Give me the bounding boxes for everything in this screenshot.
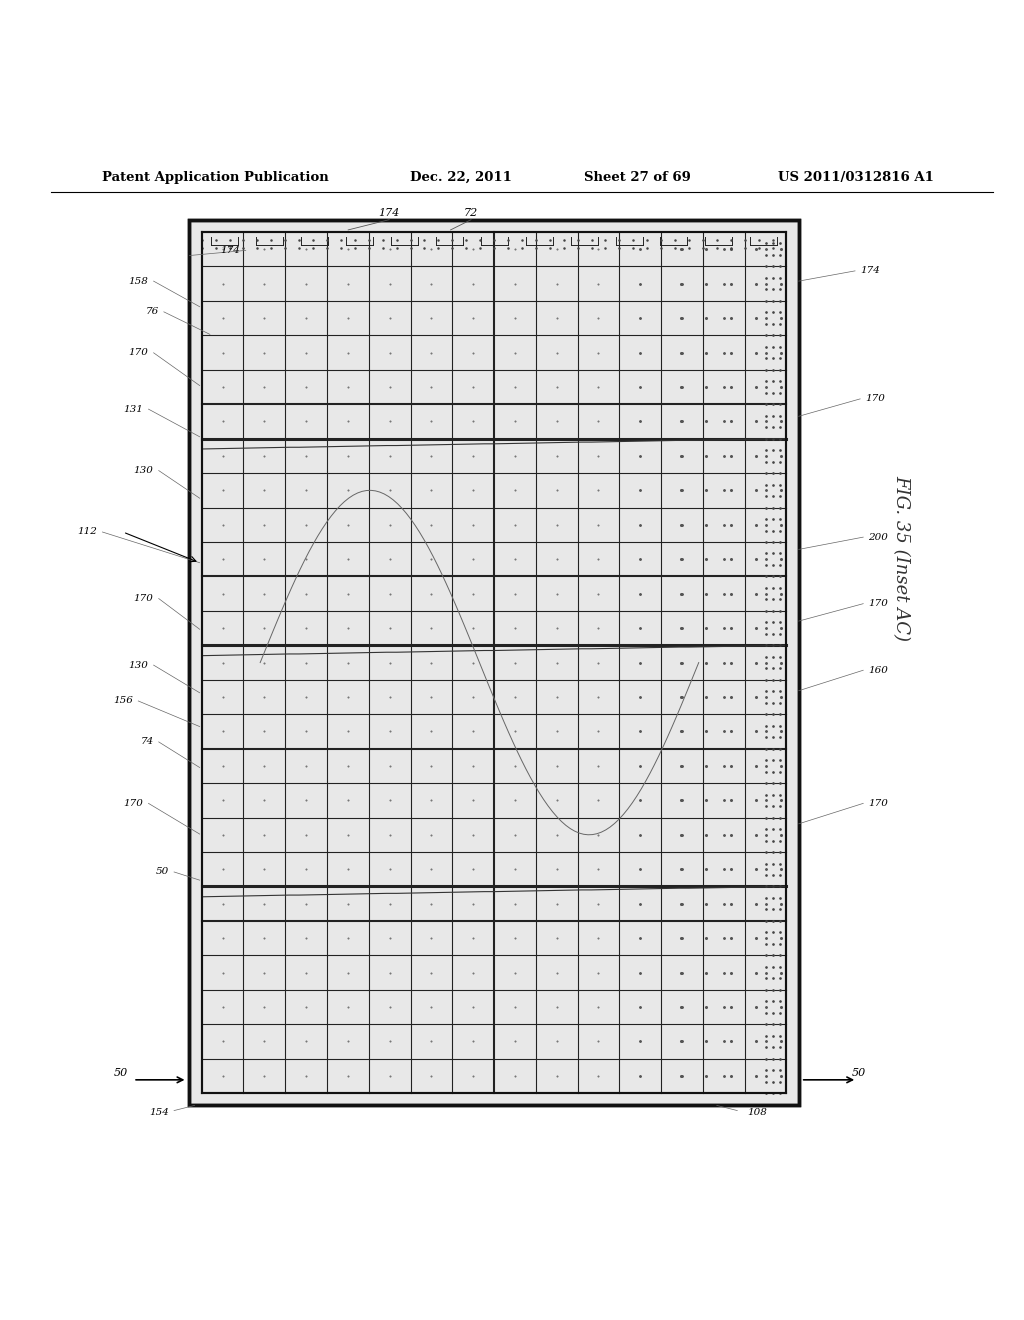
Text: 108: 108 <box>748 1107 767 1117</box>
Text: Dec. 22, 2011: Dec. 22, 2011 <box>410 170 511 183</box>
Text: 174: 174 <box>221 246 241 255</box>
Text: Sheet 27 of 69: Sheet 27 of 69 <box>584 170 690 183</box>
Text: 200: 200 <box>868 532 888 541</box>
Text: 112: 112 <box>78 528 97 536</box>
Text: Patent Application Publication: Patent Application Publication <box>102 170 329 183</box>
Text: 72: 72 <box>464 207 478 218</box>
Text: 50: 50 <box>156 867 169 876</box>
Text: 170: 170 <box>134 594 154 603</box>
Text: 170: 170 <box>129 348 148 358</box>
Bar <box>189 219 799 1105</box>
Text: 170: 170 <box>868 599 888 609</box>
Text: 74: 74 <box>140 738 154 746</box>
Text: 76: 76 <box>145 308 159 317</box>
Text: 156: 156 <box>114 697 133 705</box>
Text: 130: 130 <box>129 660 148 669</box>
Text: 50: 50 <box>114 1068 128 1078</box>
Text: US 2011/0312816 A1: US 2011/0312816 A1 <box>778 170 934 183</box>
Text: 170: 170 <box>124 799 143 808</box>
Bar <box>202 232 786 1093</box>
Text: 170: 170 <box>868 799 888 808</box>
Text: 160: 160 <box>868 665 888 675</box>
Text: FIG. 35 (Inset AC): FIG. 35 (Inset AC) <box>892 475 910 640</box>
Text: 131: 131 <box>124 405 143 413</box>
Text: 50: 50 <box>852 1068 866 1078</box>
Text: 174: 174 <box>860 267 880 276</box>
Text: 154: 154 <box>150 1107 169 1117</box>
Text: 158: 158 <box>129 277 148 285</box>
Bar <box>189 219 799 1105</box>
Text: 170: 170 <box>865 395 885 404</box>
Text: 174: 174 <box>379 207 399 218</box>
Text: 130: 130 <box>134 466 154 475</box>
